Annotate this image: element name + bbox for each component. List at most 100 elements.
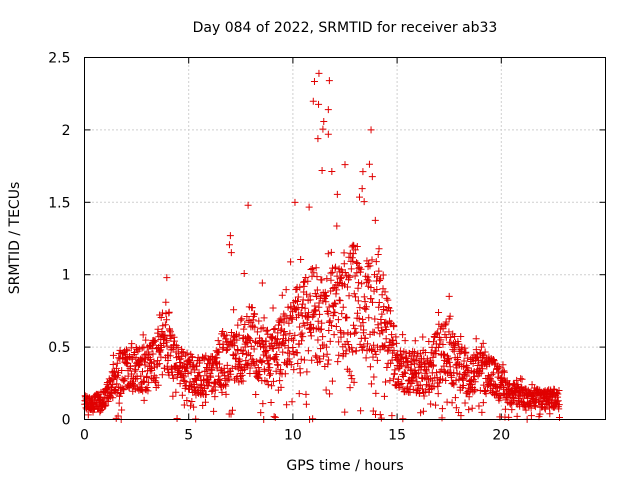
data-point [359, 168, 367, 176]
data-point [477, 369, 485, 377]
data-point [411, 337, 419, 345]
data-point [316, 326, 324, 334]
data-point [155, 360, 163, 368]
data-point [544, 400, 552, 408]
data-point [395, 383, 403, 391]
data-point [338, 310, 346, 318]
x-tick-label: 5 [184, 428, 193, 444]
data-point [289, 347, 297, 355]
data-point [366, 363, 374, 371]
data-point [399, 415, 407, 423]
data-point [279, 348, 287, 356]
data-point [522, 406, 530, 414]
data-point [230, 306, 238, 314]
data-point [272, 335, 280, 343]
data-point [435, 308, 443, 316]
data-point [308, 356, 316, 364]
data-point [446, 338, 454, 346]
data-point [262, 337, 270, 345]
data-point [236, 372, 244, 380]
data-point [150, 336, 158, 344]
data-point [163, 274, 171, 282]
data-point [354, 297, 362, 305]
data-point [143, 383, 151, 391]
data-point [240, 325, 248, 333]
data-point [409, 386, 417, 394]
data-point [298, 329, 306, 337]
data-point [324, 310, 332, 318]
data-point [223, 331, 231, 339]
data-point [370, 328, 378, 336]
data-point [375, 298, 383, 306]
data-point [138, 344, 146, 352]
data-point [246, 336, 254, 344]
data-point [472, 346, 480, 354]
data-point [446, 312, 454, 320]
data-point [232, 374, 240, 382]
data-point [273, 335, 281, 343]
data-point [350, 321, 358, 329]
data-point [305, 203, 313, 211]
data-point [184, 370, 192, 378]
data-point [130, 381, 138, 389]
data-point [352, 293, 360, 301]
data-point [513, 376, 521, 384]
data-point [378, 327, 386, 335]
y-tick-label: 2 [62, 123, 71, 139]
data-point [267, 370, 275, 378]
data-point [324, 130, 332, 138]
data-point [491, 361, 499, 369]
data-point [261, 367, 269, 375]
data-point [356, 268, 364, 276]
data-point [410, 360, 418, 368]
grid-lines [84, 57, 606, 420]
data-point [419, 407, 427, 415]
data-point [320, 118, 328, 126]
data-point [213, 364, 221, 372]
data-point [317, 345, 325, 353]
data-point [178, 391, 186, 399]
data-point [355, 315, 363, 323]
data-point [214, 337, 222, 345]
data-point [345, 292, 353, 300]
data-point [191, 387, 199, 395]
data-point [297, 256, 305, 264]
data-point [364, 340, 372, 348]
data-point [187, 368, 195, 376]
data-point [451, 394, 459, 402]
data-point [325, 326, 333, 334]
data-point [299, 300, 307, 308]
data-point [479, 339, 487, 347]
data-point [481, 348, 489, 356]
data-point [139, 368, 147, 376]
data-point [297, 355, 305, 363]
data-point [341, 161, 349, 169]
data-point [420, 392, 428, 400]
data-point [354, 284, 362, 292]
data-point [382, 326, 390, 334]
data-point [223, 361, 231, 369]
data-point [269, 377, 277, 385]
data-point [287, 258, 295, 266]
data-point [222, 382, 230, 390]
data-point [412, 373, 420, 381]
data-point [349, 348, 357, 356]
data-point [240, 270, 248, 278]
data-point [113, 380, 121, 388]
data-point [141, 358, 149, 366]
data-point [118, 384, 126, 392]
data-point [109, 381, 117, 389]
data-point [382, 335, 390, 343]
data-point [137, 372, 145, 380]
data-point [304, 277, 312, 285]
data-point [158, 371, 166, 379]
data-point [340, 330, 348, 338]
data-point [294, 293, 302, 301]
data-point [263, 347, 271, 355]
data-point [441, 321, 449, 329]
data-point [114, 412, 122, 420]
data-point [225, 375, 233, 383]
data-point [358, 280, 366, 288]
data-point [290, 336, 298, 344]
data-point [264, 381, 272, 389]
